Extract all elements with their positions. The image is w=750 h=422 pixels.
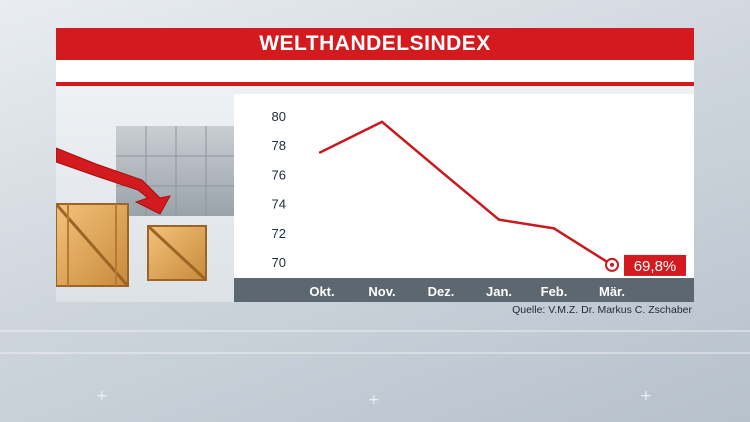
y-tick-label: 78 [272, 138, 286, 153]
title-subbar [56, 60, 694, 82]
chart-panel: 80 78 76 74 72 70 Okt. Nov. Dez. Jan. Feb. Mär. 69,8… [56, 86, 694, 302]
plot-area [234, 94, 694, 278]
chart-title: WELTHANDELSINDEX [56, 28, 694, 60]
value-label: 69,8% [634, 258, 677, 275]
data-point [318, 151, 322, 154]
data-point [497, 218, 501, 221]
x-tick-label: Feb. [541, 284, 568, 299]
end-marker-dot [610, 262, 614, 267]
y-tick-label: 72 [272, 226, 286, 241]
y-tick-label: 70 [272, 255, 286, 270]
x-axis-bar [234, 278, 694, 302]
falling-arrow [56, 147, 171, 215]
series-line [319, 120, 613, 266]
plus-icon: + [96, 388, 108, 404]
data-point [439, 170, 443, 173]
container-stack [116, 126, 234, 216]
y-tick-label: 74 [272, 197, 286, 212]
background-stripe [0, 330, 750, 332]
data-point [552, 227, 556, 230]
y-tick-label: 80 [272, 109, 286, 124]
data-point [380, 120, 384, 124]
x-tick-label: Mär. [599, 284, 625, 299]
background-stripe [0, 352, 750, 354]
plus-icon: + [640, 388, 652, 404]
source-note: Quelle: V.M.Z. Dr. Markus C. Zschaber [512, 304, 692, 316]
plus-icon: + [368, 392, 380, 408]
x-tick-label: Dez. [428, 284, 455, 299]
y-tick-label: 76 [272, 167, 286, 182]
x-tick-label: Okt. [309, 284, 334, 299]
trade-illustration [56, 126, 234, 287]
line-chart: 80 78 76 74 72 70 Okt. Nov. Dez. Jan. Feb. Mär. 69,8… [272, 109, 686, 299]
x-tick-label: Nov. [368, 284, 395, 299]
value-label-box [624, 254, 686, 276]
x-tick-label: Jan. [486, 284, 512, 299]
title-underline [56, 82, 694, 86]
